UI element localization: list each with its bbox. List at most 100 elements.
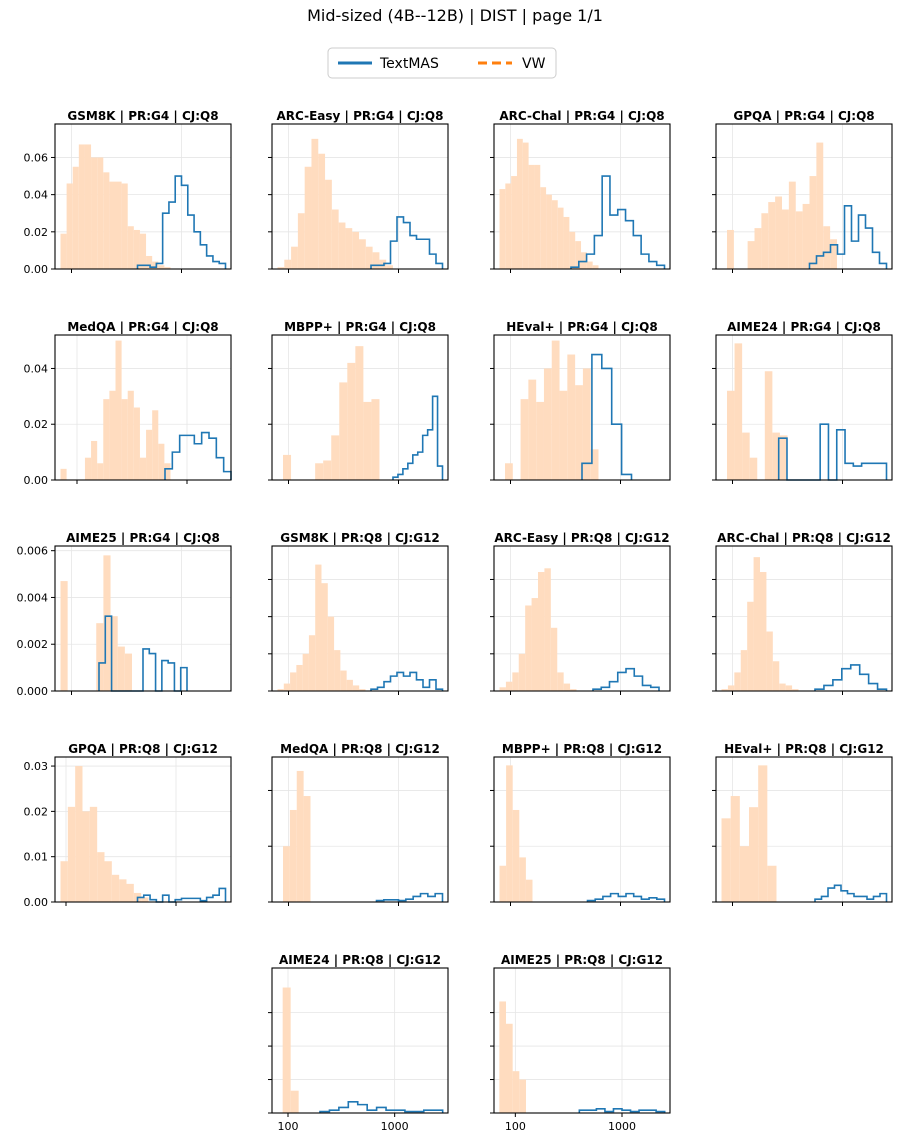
vw-bar bbox=[499, 1001, 506, 1113]
axes-frame bbox=[493, 967, 671, 1114]
histogram-panel: 0.00 0.02 0.04 MedQA | PR:G4 | CJ:Q8 bbox=[24, 320, 232, 487]
vw-bar bbox=[119, 879, 127, 902]
vw-bar bbox=[290, 672, 297, 691]
axes-frame bbox=[54, 123, 232, 270]
vw-bar bbox=[82, 811, 90, 902]
vw-bar bbox=[84, 457, 92, 480]
vw-bar bbox=[115, 340, 122, 480]
panel-title: MBPP+ | PR:G4 | CJ:Q8 bbox=[284, 320, 436, 334]
axes-frame bbox=[715, 123, 893, 270]
textmas-step-line bbox=[592, 667, 660, 691]
vw-bar bbox=[97, 463, 104, 480]
vw-bar bbox=[519, 1079, 526, 1113]
vw-bar bbox=[768, 202, 776, 269]
histogram-panel: 100 1000 AIME24 | PR:Q8 | CJ:G12 bbox=[268, 953, 449, 1133]
textmas-step-line bbox=[319, 1101, 444, 1113]
vw-bar bbox=[96, 623, 104, 691]
panel-title: GPQA | PR:G4 | CJ:Q8 bbox=[733, 109, 874, 123]
vw-bar bbox=[520, 399, 529, 480]
vw-bar bbox=[164, 267, 171, 269]
vw-bar bbox=[569, 231, 576, 269]
axes-frame bbox=[715, 334, 893, 481]
vw-bar bbox=[338, 222, 346, 269]
vw-bar bbox=[506, 765, 513, 902]
vw-bar bbox=[730, 796, 740, 902]
textmas-step-line bbox=[370, 671, 444, 691]
vw-bar bbox=[742, 432, 750, 480]
vw-bar bbox=[557, 207, 564, 269]
panel-title: HEval+ | PR:G4 | CJ:Q8 bbox=[506, 320, 657, 334]
axes-frame bbox=[271, 756, 449, 903]
x-tick-label: 1000 bbox=[381, 1120, 409, 1133]
vw-bar bbox=[283, 846, 290, 902]
vw-bar bbox=[359, 239, 366, 269]
vw-bar bbox=[522, 142, 529, 269]
histogram-panel: GPQA | PR:G4 | CJ:Q8 bbox=[712, 109, 893, 273]
vw-bar bbox=[551, 200, 558, 269]
panel-title: ARC-Chal | PR:Q8 | CJ:G12 bbox=[717, 531, 891, 545]
vw-bar bbox=[586, 261, 593, 269]
textmas-step-line bbox=[578, 1108, 666, 1113]
y-tick-label: 0.04 bbox=[24, 362, 49, 375]
vw-bar bbox=[531, 598, 538, 691]
axes-frame bbox=[54, 334, 232, 481]
vw-bar bbox=[339, 382, 348, 480]
y-tick-label: 0.000 bbox=[17, 685, 49, 698]
panel-title: MBPP+ | PR:Q8 | CJ:G12 bbox=[502, 742, 662, 756]
vw-bar bbox=[84, 144, 92, 269]
vw-bar bbox=[365, 246, 373, 269]
textmas-step-line bbox=[814, 664, 888, 691]
vw-bar bbox=[103, 555, 111, 691]
y-tick-label: 0.02 bbox=[24, 805, 49, 818]
vw-bar bbox=[740, 650, 748, 691]
y-tick-label: 0.006 bbox=[17, 545, 49, 558]
vw-bar bbox=[308, 635, 316, 691]
legend-vw-label: VW bbox=[522, 56, 546, 72]
vw-bar bbox=[772, 661, 780, 691]
vw-bar bbox=[575, 241, 582, 269]
vw-bar bbox=[590, 449, 599, 480]
vw-bar bbox=[747, 241, 755, 269]
textmas-step-line bbox=[392, 395, 444, 480]
vw-bar bbox=[546, 194, 552, 269]
vw-bar bbox=[282, 987, 291, 1113]
histogram-panel: HEval+ | PR:Q8 | CJ:G12 bbox=[712, 742, 893, 906]
histogram-panel: ARC-Easy | PR:Q8 | CJ:G12 bbox=[490, 531, 671, 695]
textmas-step-line bbox=[814, 884, 888, 902]
vw-bar bbox=[543, 368, 552, 480]
vw-bar bbox=[359, 689, 366, 691]
histogram-panel: 0.00 0.01 0.02 0.03 GPQA | PR:Q8 | CJ:G12 bbox=[24, 742, 232, 909]
vw-bar bbox=[340, 670, 347, 691]
vw-bar bbox=[512, 672, 519, 691]
vw-bar bbox=[296, 770, 304, 902]
vw-bar bbox=[290, 1090, 299, 1113]
histogram-panel: GSM8K | PR:Q8 | CJ:G12 bbox=[268, 531, 449, 695]
vw-bar bbox=[121, 183, 128, 269]
vw-bar bbox=[518, 653, 526, 691]
textmas-step-line bbox=[136, 175, 227, 269]
vw-bar bbox=[823, 226, 831, 269]
vw-bar bbox=[121, 399, 128, 480]
vw-bar bbox=[563, 216, 570, 269]
vw-bar bbox=[516, 138, 523, 269]
vw-bar bbox=[117, 646, 125, 691]
axes-frame bbox=[715, 756, 893, 903]
y-tick-label: 0.04 bbox=[24, 189, 49, 202]
textmas-step-line bbox=[164, 431, 232, 480]
vw-bar bbox=[103, 399, 110, 480]
vw-bar bbox=[767, 865, 777, 902]
y-tick-label: 0.06 bbox=[24, 151, 49, 164]
vw-bar bbox=[749, 457, 758, 480]
vw-bar bbox=[512, 809, 520, 902]
textmas-step-line bbox=[586, 892, 666, 902]
y-tick-label: 0.02 bbox=[24, 418, 49, 431]
vw-bar bbox=[72, 166, 79, 269]
vw-bar bbox=[795, 211, 803, 269]
textmas-step-line bbox=[98, 615, 188, 692]
vw-bar bbox=[111, 874, 120, 902]
vw-bar bbox=[352, 685, 360, 691]
vw-bar bbox=[528, 379, 537, 480]
vw-bar bbox=[559, 390, 568, 480]
vw-bar bbox=[126, 883, 134, 902]
textmas-step-line bbox=[375, 892, 444, 902]
